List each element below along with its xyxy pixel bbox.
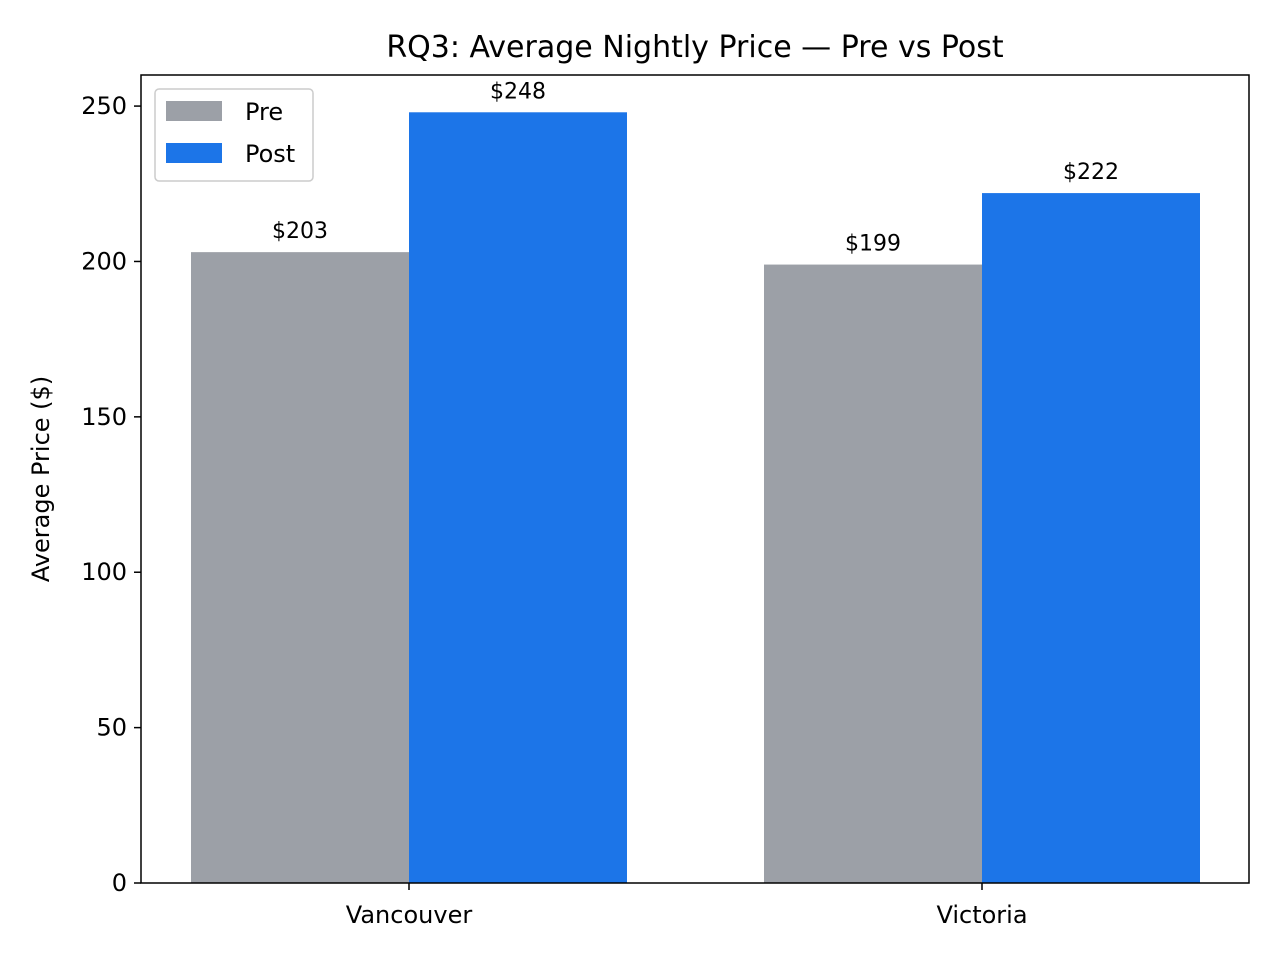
- y-axis: 0 50 100 150 200 250: [81, 92, 141, 897]
- x-axis: Vancouver Victoria: [346, 883, 1028, 929]
- y-tick-label: 50: [96, 714, 127, 742]
- bar-pre-vancouver: [191, 252, 409, 883]
- value-label-post-victoria: $222: [1063, 160, 1119, 185]
- value-labels-group: $203 $199 $248 $222: [272, 79, 1119, 256]
- bars-group: [191, 112, 1200, 884]
- legend-swatch-pre: [166, 101, 222, 121]
- legend-label-post: Post: [245, 140, 295, 168]
- y-tick-label: 200: [81, 247, 127, 275]
- y-axis-label: Average Price ($): [27, 376, 55, 582]
- value-label-post-vancouver: $248: [490, 79, 546, 104]
- legend-swatch-post: [166, 143, 222, 163]
- bar-post-vancouver: [409, 112, 627, 884]
- y-tick-label: 100: [81, 558, 127, 586]
- legend-label-pre: Pre: [245, 98, 283, 126]
- plot-frame: [140, 74, 1250, 884]
- y-tick-label: 150: [81, 403, 127, 431]
- y-tick-label: 0: [112, 869, 127, 897]
- bar-post-victoria: [982, 193, 1200, 884]
- plot-area: $203 $199 $248 $222: [140, 74, 1250, 884]
- value-label-pre-victoria: $199: [845, 232, 901, 257]
- y-tick-label: 250: [81, 92, 127, 120]
- legend: Pre Post: [154, 88, 314, 182]
- x-tick-label-vancouver: Vancouver: [346, 901, 473, 929]
- chart-title: RQ3: Average Nightly Price — Pre vs Post: [386, 30, 1004, 65]
- value-label-pre-vancouver: $203: [272, 219, 328, 244]
- bar-pre-victoria: [764, 264, 982, 883]
- x-tick-label-victoria: Victoria: [936, 901, 1027, 929]
